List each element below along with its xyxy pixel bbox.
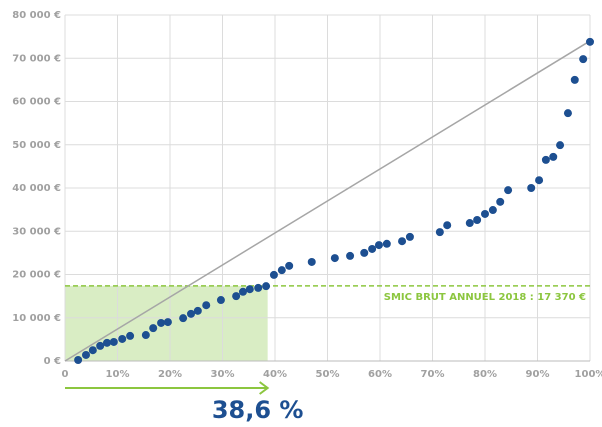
point xyxy=(285,261,294,270)
y-tick-label: 10 000 € xyxy=(12,313,61,324)
point xyxy=(238,287,247,296)
x-tick-label: 100% xyxy=(575,369,602,380)
point xyxy=(504,186,513,195)
x-tick-label: 10% xyxy=(106,369,130,380)
x-tick-label: 0 xyxy=(62,369,69,380)
x-tick-label: 80% xyxy=(473,369,497,380)
point xyxy=(360,248,369,257)
point xyxy=(141,331,150,340)
point xyxy=(179,314,188,323)
x-tick-label: 60% xyxy=(368,369,392,380)
point xyxy=(398,237,407,246)
point xyxy=(579,55,588,64)
arrow-head xyxy=(259,381,270,395)
point xyxy=(527,184,536,192)
diagonal-line xyxy=(64,40,591,362)
point xyxy=(330,254,339,263)
point xyxy=(535,176,544,185)
point xyxy=(481,209,489,218)
point xyxy=(96,341,105,350)
point xyxy=(103,338,111,347)
point xyxy=(435,228,444,237)
point xyxy=(74,356,83,365)
point xyxy=(405,232,414,241)
point xyxy=(307,257,316,266)
x-tick-label: 30% xyxy=(211,369,235,380)
point xyxy=(254,283,263,292)
point xyxy=(245,285,254,294)
y-tick-label: 50 000 € xyxy=(12,140,61,151)
point xyxy=(216,296,225,305)
point xyxy=(563,109,572,118)
y-tick-label: 40 000 € xyxy=(12,183,61,194)
point xyxy=(157,318,166,327)
x-tick-label: 40% xyxy=(263,369,287,380)
y-tick-label: 70 000 € xyxy=(12,53,61,64)
point xyxy=(269,270,278,279)
point xyxy=(277,266,286,275)
y-tick-label: 30 000 € xyxy=(12,226,61,237)
point xyxy=(368,244,377,253)
x-tick-label: 70% xyxy=(421,369,445,380)
point xyxy=(202,301,211,310)
point xyxy=(126,331,135,340)
share-label: 38,6 % xyxy=(212,396,304,423)
point xyxy=(193,306,202,315)
point xyxy=(549,152,558,161)
point xyxy=(262,282,271,291)
threshold-label: SMIC BRUT ANNUEL 2018 : 17 370 € xyxy=(384,292,586,303)
point xyxy=(570,75,579,84)
point xyxy=(187,309,195,318)
point xyxy=(88,346,97,355)
point xyxy=(541,155,550,164)
point xyxy=(488,206,497,215)
point xyxy=(82,350,90,359)
point xyxy=(149,324,158,333)
point xyxy=(346,251,355,260)
point xyxy=(109,337,118,346)
y-tick-label: 60 000 € xyxy=(12,97,61,108)
y-tick-label: 0 € xyxy=(44,356,61,367)
point xyxy=(443,221,452,230)
point xyxy=(382,239,391,248)
y-tick-label: 20 000 € xyxy=(12,270,61,281)
x-tick-label: 50% xyxy=(316,369,340,380)
point xyxy=(118,334,127,343)
x-tick-label: 20% xyxy=(158,369,182,380)
point xyxy=(496,197,505,206)
point xyxy=(163,318,172,327)
point xyxy=(465,219,474,228)
point xyxy=(586,37,594,46)
point xyxy=(473,216,482,225)
y-tick-label: 80 000 € xyxy=(12,10,61,21)
point xyxy=(374,241,383,250)
x-tick-label: 90% xyxy=(526,369,550,380)
point xyxy=(556,141,565,150)
point xyxy=(232,292,241,301)
